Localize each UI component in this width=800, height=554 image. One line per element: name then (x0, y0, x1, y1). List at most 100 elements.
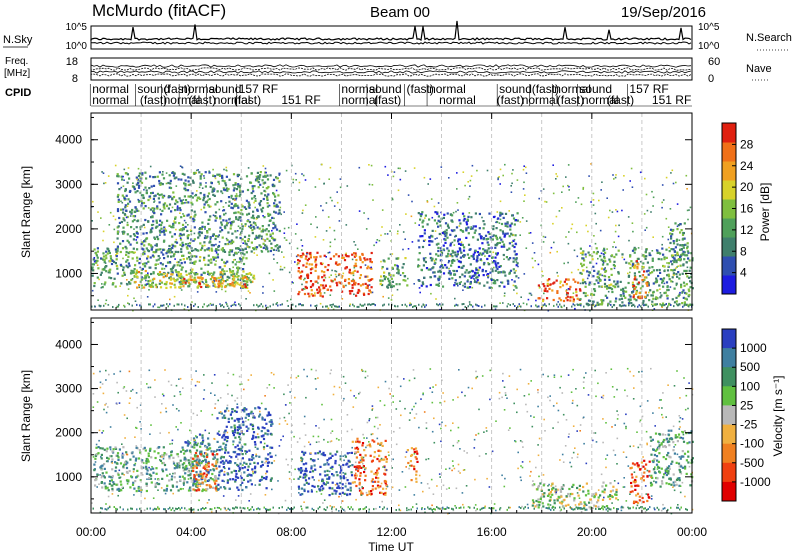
heatmap-cell (295, 305, 297, 308)
heatmap-cell (171, 171, 174, 174)
heatmap-cell (515, 275, 518, 278)
heatmap-cell (402, 279, 405, 282)
heatmap-cell (273, 217, 275, 220)
heatmap-cell (344, 253, 347, 256)
heatmap-cell (369, 445, 372, 448)
heatmap-cell (672, 254, 675, 257)
heatmap-cell (187, 213, 190, 216)
heatmap-cell (599, 255, 602, 258)
heatmap-cell (568, 288, 571, 291)
heatmap-cell (362, 465, 365, 468)
heatmap-cell (641, 278, 644, 282)
heatmap-cell (116, 182, 120, 185)
heatmap-cell (239, 249, 242, 252)
heatmap-cell (250, 458, 253, 461)
heatmap-cell (175, 466, 179, 469)
heatmap-cell (629, 254, 632, 257)
heatmap-cell (222, 280, 225, 283)
heatmap-cell (204, 244, 206, 247)
heatmap-cell (511, 172, 513, 175)
heatmap-cell (508, 210, 510, 212)
heatmap-cell (135, 183, 138, 186)
heatmap-cell (143, 244, 146, 247)
heatmap-cell (244, 443, 247, 446)
heatmap-cell (628, 239, 630, 242)
heatmap-cell (133, 487, 136, 490)
heatmap-cell (486, 257, 489, 261)
heatmap-cell (224, 429, 227, 432)
heatmap-cell (557, 301, 559, 303)
heatmap-cell (162, 253, 165, 256)
heatmap-cell (623, 175, 625, 177)
heatmap-cell (278, 174, 281, 176)
heatmap-cell (136, 236, 139, 239)
heatmap-cell (270, 420, 273, 423)
heatmap-cell (676, 303, 678, 306)
heatmap-cell (237, 278, 240, 281)
heatmap-cell (417, 258, 420, 261)
heatmap-cell (572, 292, 575, 294)
heatmap-cell (443, 213, 446, 216)
cpid-label-text: (fast) (497, 93, 524, 107)
heatmap-cell (635, 289, 638, 292)
heatmap-cell (434, 258, 438, 261)
heatmap-cell (215, 460, 218, 463)
heatmap-cell (642, 299, 645, 303)
heatmap-cell (469, 282, 472, 285)
heatmap-cell (168, 186, 171, 189)
heatmap-cell (230, 471, 233, 474)
heatmap-cell (278, 229, 281, 233)
heatmap-cell (689, 280, 692, 283)
heatmap-cell (132, 185, 135, 188)
heatmap-cell (144, 240, 147, 243)
heatmap-cell (273, 258, 275, 260)
heatmap-cell (369, 258, 372, 261)
heatmap-cell (173, 295, 176, 298)
heatmap-cell (273, 184, 276, 187)
heatmap-cell (673, 250, 676, 253)
heatmap-cell (326, 473, 329, 477)
heatmap-cell (179, 282, 182, 286)
heatmap-cell (631, 281, 634, 284)
heatmap-cell (342, 475, 345, 478)
heatmap-cell (187, 234, 190, 237)
heatmap-cell (150, 245, 153, 248)
heatmap-cell (244, 285, 247, 288)
heatmap-cell (374, 471, 378, 475)
heatmap-cell (221, 273, 224, 276)
heatmap-cell (111, 487, 114, 490)
heatmap-cell (635, 291, 638, 294)
heatmap-cell (218, 241, 221, 243)
heatmap-cell (178, 286, 181, 289)
heatmap-cell (135, 226, 138, 229)
heatmap-cell (203, 282, 205, 285)
heatmap-cell (615, 209, 617, 211)
heatmap-cell (612, 263, 615, 267)
heatmap-cell (624, 296, 627, 299)
heatmap-cell (245, 298, 247, 300)
heatmap-cell (200, 442, 203, 445)
heatmap-cell (675, 238, 679, 241)
heatmap-cell (161, 273, 164, 276)
heatmap-cell (350, 471, 353, 474)
heatmap-cell (351, 258, 354, 261)
heatmap-cell (184, 179, 187, 182)
heatmap-cell (413, 305, 415, 308)
heatmap-cell (202, 305, 204, 308)
heatmap-cell (508, 235, 511, 238)
heatmap-cell (133, 297, 135, 300)
heatmap-cell (483, 284, 486, 287)
heatmap-cell (158, 273, 161, 276)
heatmap-cell (683, 251, 686, 254)
heatmap-cell (195, 461, 198, 464)
heatmap-cell (316, 226, 318, 229)
heatmap-cell (511, 244, 514, 247)
heatmap-cell (201, 488, 205, 491)
heatmap-cell (534, 260, 536, 262)
cpid-label-text: sound (369, 82, 402, 96)
heatmap-cell (233, 187, 236, 190)
heatmap-cell (305, 462, 308, 465)
heatmap-cell (223, 188, 226, 191)
cpid-label-text: (fast) (189, 93, 216, 107)
heatmap-cell (215, 279, 218, 282)
